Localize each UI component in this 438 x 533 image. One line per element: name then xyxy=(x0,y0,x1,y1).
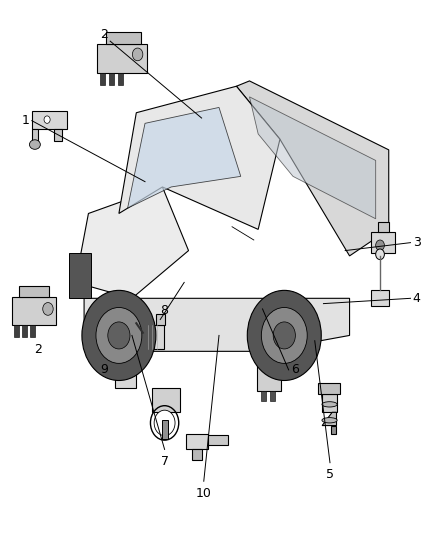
Polygon shape xyxy=(97,44,147,73)
Circle shape xyxy=(43,303,53,316)
Polygon shape xyxy=(152,389,180,413)
Polygon shape xyxy=(127,108,241,208)
Circle shape xyxy=(132,48,143,61)
Text: 10: 10 xyxy=(196,487,212,499)
Ellipse shape xyxy=(322,402,337,407)
Polygon shape xyxy=(186,433,208,449)
Ellipse shape xyxy=(322,418,337,423)
Polygon shape xyxy=(19,286,49,297)
Polygon shape xyxy=(32,111,67,128)
Bar xyxy=(162,420,168,439)
Circle shape xyxy=(261,308,307,364)
Polygon shape xyxy=(143,325,164,349)
Polygon shape xyxy=(261,343,277,354)
Bar xyxy=(22,325,27,337)
Polygon shape xyxy=(331,425,336,433)
Text: 9: 9 xyxy=(100,364,108,376)
Polygon shape xyxy=(119,86,280,229)
Bar xyxy=(69,253,91,298)
Polygon shape xyxy=(191,449,201,460)
Polygon shape xyxy=(208,434,228,445)
Polygon shape xyxy=(120,362,131,371)
Bar xyxy=(14,325,19,337)
Text: 8: 8 xyxy=(160,304,168,317)
Text: 3: 3 xyxy=(413,236,420,249)
Circle shape xyxy=(273,322,295,349)
Text: 2: 2 xyxy=(35,343,42,357)
Polygon shape xyxy=(75,187,188,298)
Circle shape xyxy=(108,322,130,349)
Polygon shape xyxy=(156,314,166,325)
Circle shape xyxy=(376,240,385,251)
Polygon shape xyxy=(237,81,389,256)
Polygon shape xyxy=(12,297,56,325)
Bar xyxy=(100,73,106,85)
Polygon shape xyxy=(53,128,62,141)
Circle shape xyxy=(44,116,50,123)
Ellipse shape xyxy=(29,140,40,149)
Bar xyxy=(270,391,275,401)
Polygon shape xyxy=(115,371,136,389)
Circle shape xyxy=(96,308,142,364)
Circle shape xyxy=(82,290,156,381)
Bar xyxy=(261,391,266,401)
Circle shape xyxy=(376,249,385,260)
Bar xyxy=(30,325,35,337)
Bar xyxy=(109,73,114,85)
Bar xyxy=(117,73,123,85)
Text: 4: 4 xyxy=(413,292,420,305)
Polygon shape xyxy=(32,128,39,144)
Ellipse shape xyxy=(154,410,175,435)
Text: 7: 7 xyxy=(161,455,169,468)
Text: 6: 6 xyxy=(291,364,299,376)
Polygon shape xyxy=(378,222,389,232)
Text: 2: 2 xyxy=(100,28,108,41)
Polygon shape xyxy=(371,232,395,253)
Polygon shape xyxy=(257,354,281,391)
Polygon shape xyxy=(250,97,376,219)
Polygon shape xyxy=(84,298,350,351)
Polygon shape xyxy=(371,290,389,306)
Polygon shape xyxy=(318,383,339,394)
Polygon shape xyxy=(106,31,141,44)
Text: 5: 5 xyxy=(326,468,334,481)
Polygon shape xyxy=(322,413,336,425)
Circle shape xyxy=(247,290,321,381)
Polygon shape xyxy=(322,394,336,413)
Text: 1: 1 xyxy=(22,114,30,127)
